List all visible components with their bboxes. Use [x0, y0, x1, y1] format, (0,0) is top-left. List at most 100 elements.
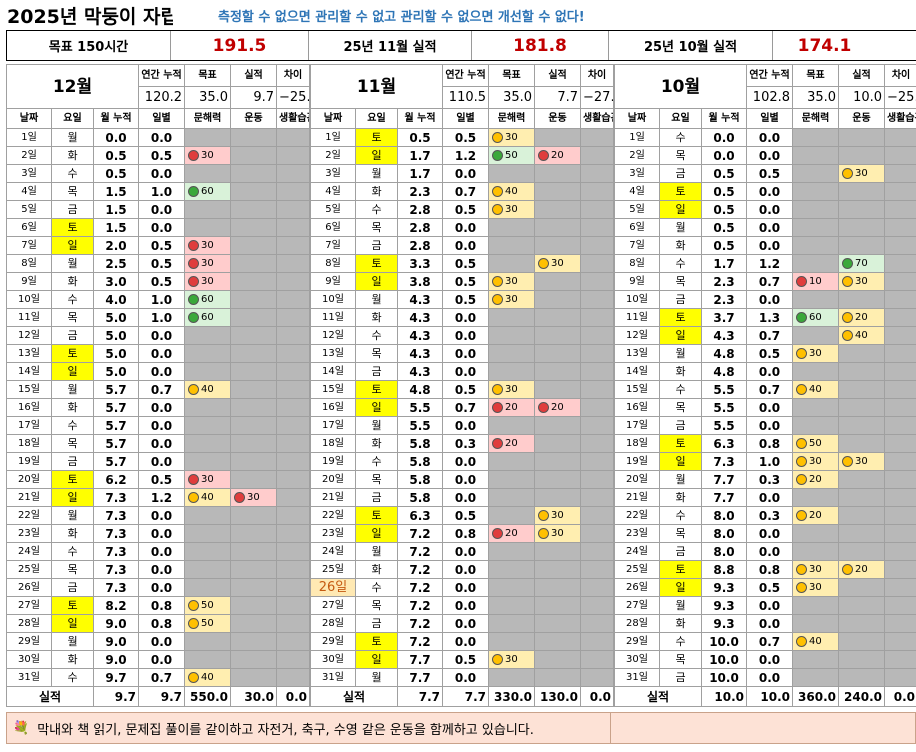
footer-text-cell: 💐 막내와 책 읽기, 문제집 풀이를 같이하고 자전거, 축구, 수영 같은 … [7, 713, 611, 743]
exercise-cell [230, 632, 278, 651]
weekday-cell: 월 [355, 290, 398, 309]
exercise-cell [230, 218, 278, 237]
table-row: 11일 목 5.0 1.0 60 [6, 308, 311, 327]
table-row: 6일 목 2.8 0.0 [310, 218, 615, 237]
literacy-cell: 30 [488, 128, 536, 147]
daily-cell: 0.0 [442, 632, 490, 651]
month-total-cell: 5.8 [396, 488, 444, 507]
weekday-cell: 토 [51, 218, 94, 237]
col-header-habits: 생활습관 [580, 108, 615, 129]
date-cell: 22일 [6, 506, 52, 525]
date-cell: 22일 [614, 506, 660, 525]
exercise-cell [230, 164, 278, 183]
exercise-cell [534, 344, 582, 363]
col-header-weekday: 요일 [51, 108, 94, 129]
date-cell: 19일 [614, 452, 660, 471]
annual-label: 연간 누적 [138, 64, 186, 87]
exercise-cell [230, 398, 278, 417]
col-header-habits: 생활습관 [276, 108, 311, 129]
table-row: 4일 토 0.5 0.0 [614, 182, 916, 201]
table-row: 24일 월 7.2 0.0 [310, 542, 615, 561]
exercise-cell [838, 434, 886, 453]
habit-cell [884, 542, 916, 561]
table-row: 7일 화 0.5 0.0 [614, 236, 916, 255]
table-row: 10일 월 4.3 0.5 30 [310, 290, 615, 309]
target-value: 35.0 [792, 86, 840, 109]
month-total-cell: 7.7 [396, 668, 444, 687]
habit-cell [276, 146, 311, 165]
col-header-date: 날짜 [6, 108, 52, 129]
literacy-cell [792, 524, 840, 543]
daily-cell: 0.0 [442, 416, 490, 435]
month-total-cell: 9.0 [92, 614, 140, 633]
weekday-cell: 화 [355, 434, 398, 453]
exercise-cell [230, 650, 278, 669]
daily-cell: 0.5 [138, 470, 186, 489]
month-total-cell: 9.0 [92, 632, 140, 651]
literacy-cell [792, 128, 840, 147]
habit-cell [276, 506, 311, 525]
date-cell: 4일 [614, 182, 660, 201]
slogan: 측정할 수 없으면 관리할 수 없고 관리할 수 없으면 개선할 수 없다! [218, 10, 585, 25]
daily-cell: 0.0 [746, 128, 794, 147]
weekday-cell: 일 [659, 578, 702, 597]
literacy-cell: 30 [792, 452, 840, 471]
exercise-cell [838, 650, 886, 669]
date-cell: 16일 [310, 398, 356, 417]
date-cell: 27일 [310, 596, 356, 615]
exercise-cell: 20 [838, 308, 886, 327]
literacy-cell [792, 596, 840, 615]
habit-cell [884, 128, 916, 147]
literacy-cell [488, 326, 536, 345]
annual-value: 110.5 [442, 86, 490, 109]
literacy-cell [184, 344, 232, 363]
habit-cell [580, 578, 615, 597]
date-cell: 20일 [6, 470, 52, 489]
month-total-cell: 2.8 [396, 236, 444, 255]
weekday-cell: 월 [659, 218, 702, 237]
weekday-cell: 토 [659, 434, 702, 453]
exercise-cell [230, 596, 278, 615]
habit-cell [276, 344, 311, 363]
weekday-cell: 목 [51, 182, 94, 201]
col-header-weekday: 요일 [659, 108, 702, 129]
habit-cell [884, 308, 916, 327]
table-row: 23일 화 7.3 0.0 [6, 524, 311, 543]
literacy-cell [488, 218, 536, 237]
month-total-cell: 5.5 [396, 398, 444, 417]
date-cell: 2일 [310, 146, 356, 165]
exercise-cell [838, 362, 886, 381]
daily-cell: 0.0 [746, 596, 794, 615]
col-header-daily: 일별 [442, 108, 490, 129]
habit-cell [580, 146, 615, 165]
daily-cell: 0.0 [138, 416, 186, 435]
daily-cell: 0.0 [442, 344, 490, 363]
table-row: 1일 월 0.0 0.0 [6, 128, 311, 147]
month-total-cell: 7.7 [700, 470, 748, 489]
month-total-cell: 4.3 [396, 362, 444, 381]
daily-cell: 0.0 [138, 200, 186, 219]
habit-cell [276, 452, 311, 471]
total-exercise: 130.0 [534, 686, 582, 707]
habit-cell [580, 542, 615, 561]
table-row: 3일 월 1.7 0.0 [310, 164, 615, 183]
exercise-cell [838, 578, 886, 597]
daily-cell: 0.0 [138, 542, 186, 561]
habit-cell [884, 650, 916, 669]
literacy-cell: 30 [184, 236, 232, 255]
weekday-cell: 일 [51, 614, 94, 633]
month-total-cell: 2.0 [92, 236, 140, 255]
date-cell: 15일 [6, 380, 52, 399]
month-total-cell: 0.0 [700, 146, 748, 165]
month-total-cell: 8.8 [700, 560, 748, 579]
exercise-cell: 20 [534, 398, 582, 417]
habit-cell [884, 560, 916, 579]
habit-cell [276, 650, 311, 669]
daily-cell: 0.0 [442, 668, 490, 687]
target-label: 목표 [792, 64, 840, 87]
month-total-cell: 2.8 [396, 200, 444, 219]
date-cell: 8일 [6, 254, 52, 273]
col-header-month-cumulative: 월 누적 [396, 108, 444, 129]
table-row: 1일 수 0.0 0.0 [614, 128, 916, 147]
literacy-cell [184, 128, 232, 147]
